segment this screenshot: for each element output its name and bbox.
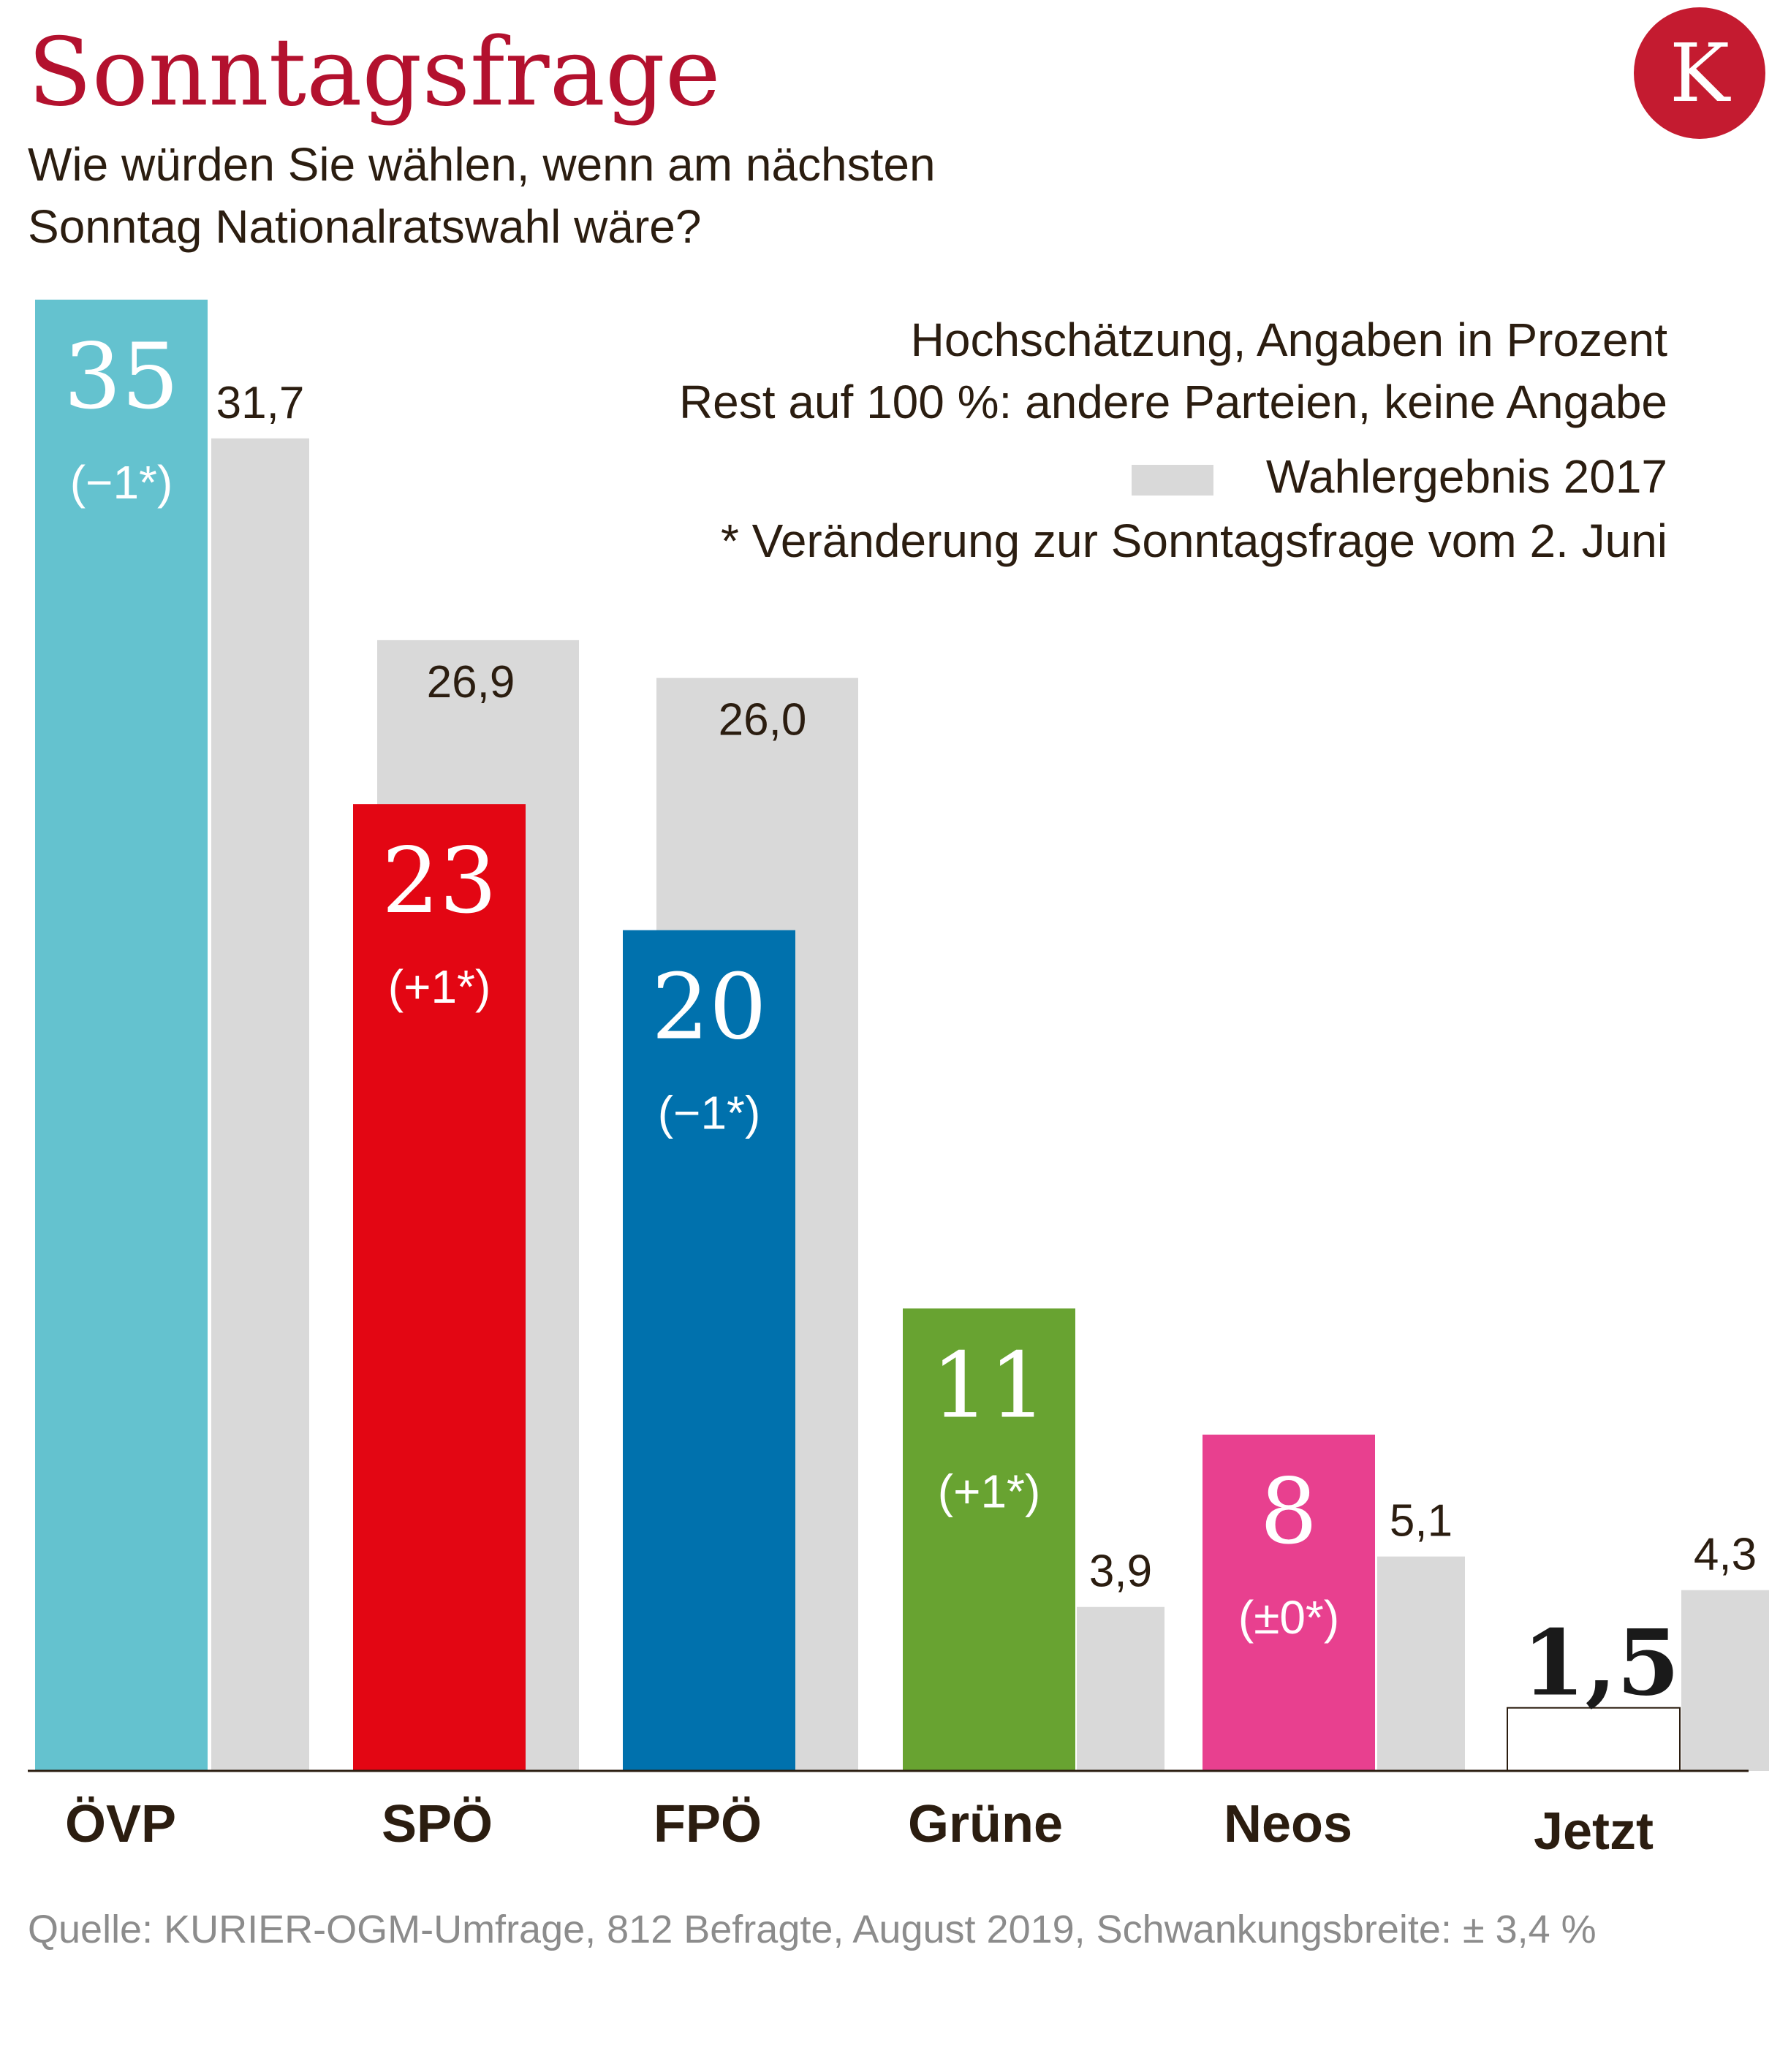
- chart-title: Sonntagsfrage: [28, 18, 721, 127]
- label-current-5: 1,5: [1522, 1611, 1680, 1717]
- bar-current-4: [1203, 1434, 1375, 1771]
- change-current-1: (+1*): [388, 960, 491, 1013]
- bar-current-1: [353, 804, 526, 1771]
- label-current-0: 35: [64, 325, 179, 430]
- label-2017-2: 26,0: [719, 695, 807, 745]
- label-2017-4: 5,1: [1390, 1496, 1453, 1547]
- legend-swatch-2017: [1132, 465, 1213, 496]
- category-label-5: Jetzt: [1534, 1802, 1654, 1861]
- label-current-4: 8: [1260, 1460, 1318, 1565]
- label-2017-1: 26,9: [427, 657, 515, 707]
- bar-current-3: [903, 1308, 1075, 1771]
- category-label-0: ÖVP: [65, 1795, 176, 1853]
- change-current-0: (−1*): [70, 456, 173, 509]
- bar-2017-3: [1077, 1606, 1164, 1771]
- bar-current-0: [35, 300, 208, 1771]
- logo-letter: K: [1669, 26, 1730, 120]
- label-current-3: 11: [931, 1333, 1047, 1438]
- category-label-1: SPÖ: [382, 1795, 493, 1853]
- source-note: Quelle: KURIER-OGM-Umfrage, 812 Befragte…: [28, 1908, 1597, 1951]
- category-label-4: Neos: [1224, 1795, 1352, 1853]
- change-current-3: (+1*): [938, 1465, 1041, 1517]
- change-current-2: (−1*): [658, 1087, 761, 1139]
- bar-2017-4: [1377, 1556, 1465, 1771]
- label-2017-3: 3,9: [1089, 1547, 1152, 1597]
- category-label-3: Grüne: [908, 1795, 1063, 1853]
- kurier-logo: K: [1634, 7, 1765, 139]
- label-2017-0: 31,7: [216, 378, 305, 428]
- note-asterisk: * Veränderung zur Sonntagsfrage vom 2. J…: [720, 515, 1667, 567]
- category-label-2: FPÖ: [654, 1795, 762, 1853]
- note-rest: Rest auf 100 %: andere Parteien, keine A…: [678, 376, 1667, 428]
- bar-current-5: [1507, 1707, 1681, 1772]
- note-hochschaetzung: Hochschätzung, Angaben in Prozent: [910, 314, 1667, 366]
- legend-label-2017: Wahlergebnis 2017: [1265, 450, 1667, 503]
- change-current-4: (±0*): [1238, 1591, 1339, 1644]
- bar-chart: 31,7 35 (−1*) ÖVP 26,9 23 (+1*) SPÖ 26,0 20 (−1*) F…: [28, 300, 1769, 1861]
- bar-2017-0: [211, 438, 309, 1771]
- label-current-1: 23: [382, 829, 497, 934]
- bar-current-2: [623, 930, 795, 1771]
- chart-subtitle-line-1: Wie würden Sie wählen, wenn am nächsten: [28, 138, 936, 191]
- chart-subtitle-line-2: Sonntag Nationalratswahl wäre?: [28, 200, 702, 253]
- label-2017-5: 4,3: [1694, 1530, 1757, 1580]
- bar-2017-5: [1681, 1590, 1769, 1771]
- label-current-2: 20: [651, 955, 767, 1060]
